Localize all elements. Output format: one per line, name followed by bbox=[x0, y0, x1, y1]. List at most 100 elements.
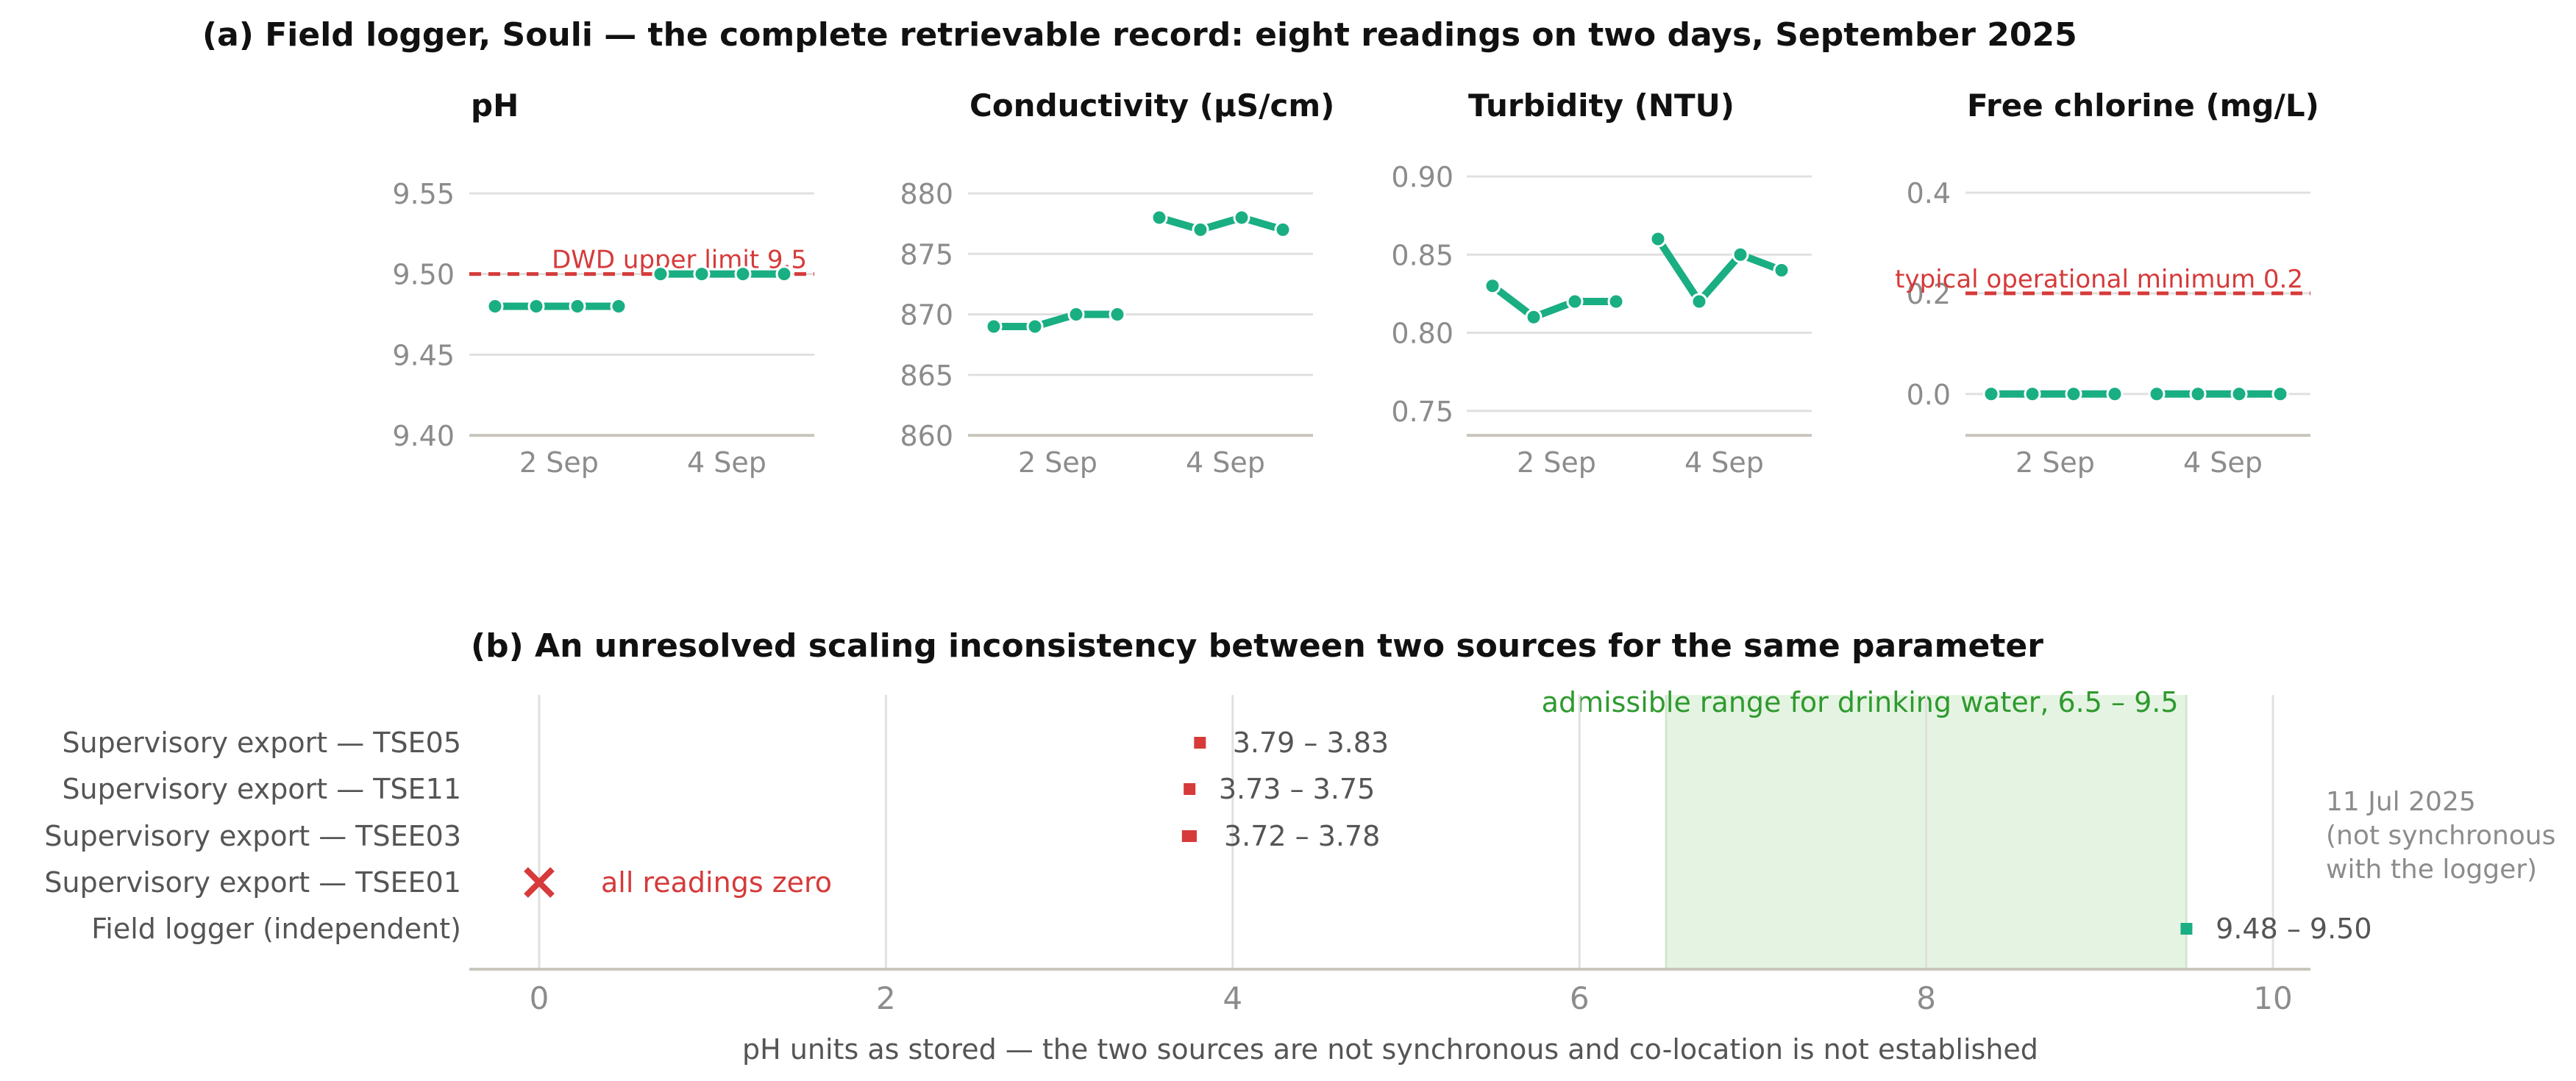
data-point bbox=[2230, 385, 2248, 403]
data-point bbox=[1109, 306, 1126, 323]
x-tick-label: 4 Sep bbox=[1186, 446, 1265, 479]
x-tick-label: 2 Sep bbox=[1517, 446, 1596, 479]
y-tick-label: 880 bbox=[900, 178, 953, 210]
data-point bbox=[652, 265, 669, 283]
row-label: Supervisory export — TSE05 bbox=[62, 727, 461, 759]
data-point bbox=[2189, 385, 2207, 403]
y-tick-label: 0.80 bbox=[1391, 318, 1454, 350]
row-label: Supervisory export — TSE11 bbox=[62, 773, 461, 805]
data-point bbox=[2024, 385, 2041, 403]
row-value-label: 3.73 – 3.75 bbox=[1219, 773, 1375, 805]
y-tick-label: 0.90 bbox=[1391, 161, 1454, 193]
data-point bbox=[734, 265, 752, 283]
data-point bbox=[1690, 293, 1708, 310]
range-bar bbox=[2180, 923, 2193, 935]
data-point bbox=[693, 265, 711, 283]
data-point bbox=[2271, 385, 2289, 403]
data-point bbox=[775, 265, 793, 283]
data-point bbox=[1484, 277, 1501, 295]
panel-b-title: (b) An unresolved scaling inconsistency … bbox=[471, 627, 2043, 665]
data-point bbox=[1607, 293, 1625, 310]
range-bar bbox=[1184, 783, 1196, 795]
data-point bbox=[1773, 262, 1790, 279]
x-tick-label: 2 bbox=[876, 980, 896, 1016]
data-point bbox=[1649, 230, 1667, 248]
x-tick-label: 6 bbox=[1570, 980, 1590, 1016]
row-value-label: all readings zero bbox=[601, 866, 832, 899]
data-point bbox=[985, 318, 1003, 335]
band-label: admissible range for drinking water, 6.5… bbox=[1542, 686, 2179, 718]
side-note-line: 11 Jul 2025 bbox=[2326, 787, 2476, 817]
small-chart-title: Conductivity (µS/cm) bbox=[969, 88, 1334, 124]
data-point bbox=[2065, 385, 2082, 403]
data-point bbox=[1525, 308, 1543, 326]
small-chart-4: Free chlorine (mg/L) 0.0 0.2 0.4 2 Sep 4 Sep t… bbox=[1895, 88, 2319, 479]
y-tick-label: 0.85 bbox=[1391, 239, 1454, 271]
row-value-label: 3.79 – 3.83 bbox=[1233, 727, 1389, 759]
x-tick-label: 4 Sep bbox=[687, 446, 766, 479]
series-line bbox=[1489, 282, 1620, 321]
side-note-line: with the logger) bbox=[2326, 855, 2537, 885]
data-point bbox=[1732, 246, 1749, 263]
data-point bbox=[610, 298, 627, 315]
row-label: Supervisory export — TSEE01 bbox=[44, 866, 461, 899]
small-chart-title: Free chlorine (mg/L) bbox=[1967, 88, 2319, 124]
x-tick-label: 2 Sep bbox=[519, 446, 599, 479]
chart-panels: pH 9.40 9.45 9.50 9.55 2 Sep 4 Sep DWD upper li… bbox=[44, 88, 2555, 1066]
data-point bbox=[486, 298, 504, 315]
y-tick-label: 0.2 bbox=[1907, 278, 1951, 310]
y-tick-label: 9.40 bbox=[392, 420, 455, 452]
y-tick-label: 875 bbox=[900, 238, 953, 271]
zero-marker bbox=[524, 867, 555, 898]
y-tick-label: 860 bbox=[900, 420, 953, 452]
small-chart-2: Conductivity (µS/cm) 860 865 870 875 880 2 Sep… bbox=[900, 88, 1334, 479]
series-line bbox=[990, 310, 1121, 330]
side-note-line: (not synchronous bbox=[2326, 821, 2555, 851]
data-point bbox=[1982, 385, 2000, 403]
range-chart: admissible range for drinking water, 6.5… bbox=[44, 686, 2555, 1066]
series-line bbox=[1654, 235, 1785, 305]
x-tick-label: 4 bbox=[1223, 980, 1242, 1016]
row-label: Field logger (independent) bbox=[91, 913, 461, 945]
x-tick-label: 2 Sep bbox=[2015, 446, 2095, 479]
x-tick-label: 0 bbox=[530, 980, 549, 1016]
x-tick-label: 2 Sep bbox=[1018, 446, 1097, 479]
y-tick-label: 9.55 bbox=[392, 178, 455, 210]
data-point bbox=[1067, 306, 1085, 323]
panel-a-title: (a) Field logger, Souli — the complete r… bbox=[202, 16, 2077, 54]
y-tick-label: 870 bbox=[900, 299, 953, 332]
small-chart-3: Turbidity (NTU) 0.75 0.80 0.85 0.90 2 Sep 4 Se… bbox=[1391, 88, 1812, 479]
small-chart-title: pH bbox=[471, 88, 519, 124]
y-tick-label: 9.45 bbox=[392, 339, 455, 371]
reference-line-label: DWD upper limit 9.5 bbox=[552, 246, 807, 275]
x-tick-label: 10 bbox=[2253, 980, 2292, 1016]
data-point bbox=[1026, 318, 1044, 335]
y-tick-label: 9.50 bbox=[392, 259, 455, 291]
data-point bbox=[1150, 209, 1168, 226]
row-value-label: 3.72 – 3.78 bbox=[1224, 820, 1380, 852]
x-tick-label: 4 Sep bbox=[2183, 446, 2263, 479]
small-chart-1: pH 9.40 9.45 9.50 9.55 2 Sep 4 Sep DWD upper li… bbox=[392, 88, 814, 479]
data-point bbox=[1233, 209, 1250, 226]
y-tick-label: 865 bbox=[900, 360, 953, 392]
y-tick-label: 0.4 bbox=[1907, 177, 1951, 210]
row-value-label: 9.48 – 9.50 bbox=[2216, 913, 2372, 945]
row-label: Supervisory export — TSEE03 bbox=[44, 820, 461, 852]
series-line bbox=[1156, 213, 1287, 234]
small-chart-title: Turbidity (NTU) bbox=[1468, 88, 1734, 124]
y-tick-label: 0.0 bbox=[1907, 379, 1951, 411]
x-tick-label: 8 bbox=[1916, 980, 1936, 1016]
data-point bbox=[1192, 221, 1209, 238]
data-point bbox=[527, 298, 545, 315]
y-tick-label: 0.75 bbox=[1391, 396, 1454, 428]
reference-line-label: typical operational minimum 0.2 bbox=[1895, 265, 2303, 294]
data-point bbox=[1274, 221, 1292, 238]
data-point bbox=[2106, 385, 2124, 403]
x-axis-label: pH units as stored — the two sources are… bbox=[742, 1033, 2038, 1066]
range-bar bbox=[1194, 737, 1206, 749]
data-point bbox=[2148, 385, 2166, 403]
x-tick-label: 4 Sep bbox=[1684, 446, 1764, 479]
data-point bbox=[569, 298, 586, 315]
data-point bbox=[1566, 293, 1584, 310]
